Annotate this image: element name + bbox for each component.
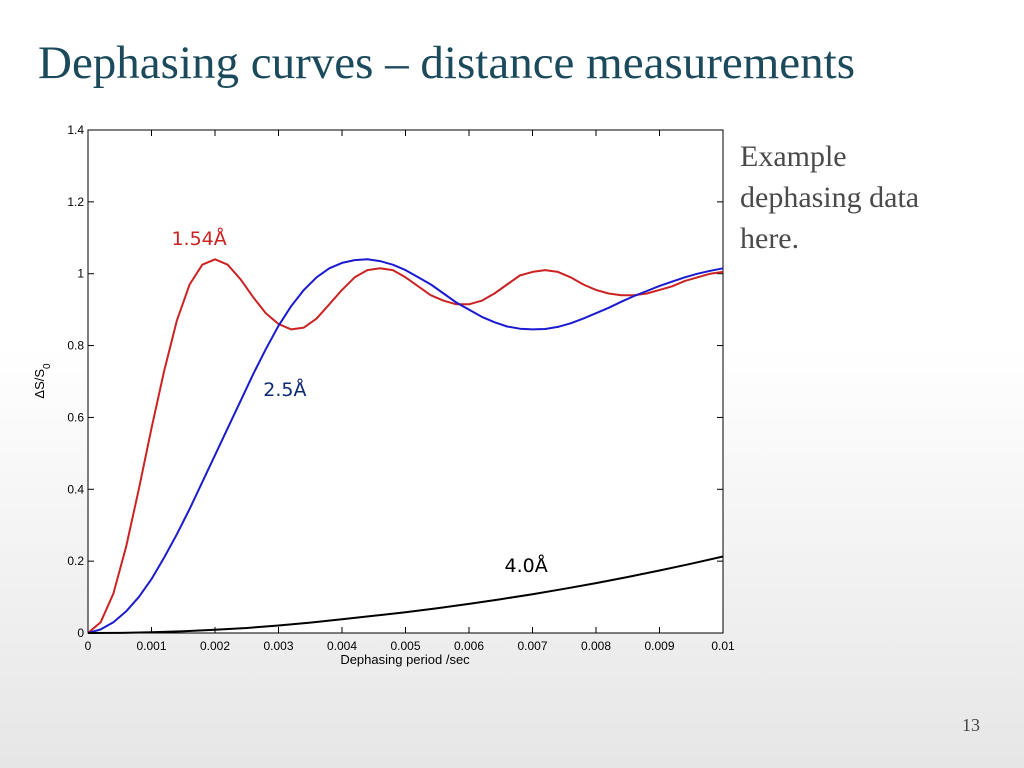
plot-area (87, 129, 724, 634)
y-axis-label-main: ΔS/S (32, 369, 47, 399)
x-tick-label: 0.003 (263, 639, 293, 653)
y-tick-label: 0.2 (67, 554, 84, 568)
page-number: 13 (962, 715, 980, 735)
x-tick-label: 0.006 (454, 639, 484, 653)
slide-title: Dephasing curves – distance measurements (38, 37, 856, 89)
y-tick-label: 0.4 (67, 482, 84, 496)
y-tick-label: 1.2 (67, 195, 84, 209)
x-tick-label: 0.001 (136, 639, 166, 653)
x-tick-label: 0.005 (390, 639, 420, 653)
y-tick-label: 1.4 (67, 123, 84, 137)
x-tick-label: 0 (85, 639, 92, 653)
side-note: Example dephasing data here. (740, 140, 920, 255)
x-tick-label: 0.009 (644, 639, 674, 653)
y-tick-label: 1 (77, 267, 84, 281)
x-tick-label: 0.008 (581, 639, 611, 653)
series-line-4-0 (87, 555, 724, 634)
y-tick-label: 0.8 (67, 339, 84, 353)
series-label-2-5: 2.5Å (263, 378, 306, 401)
series-line-1-54 (87, 258, 724, 634)
axis-ticks: 0 0.001 0.002 0.003 0.004 0.005 0.006 0.007 0.00… (67, 123, 735, 653)
y-axis-label-sub: 0 (42, 363, 53, 369)
y-axis-label: ΔS/S0 (32, 363, 53, 399)
y-tick-label: 0 (77, 626, 84, 640)
series-group (87, 258, 724, 634)
x-tick-label: 0.007 (517, 639, 547, 653)
series-labels: 1.54Å 2.5Å 4.0Å (171, 227, 547, 577)
y-tick-label: 0.6 (67, 410, 84, 424)
x-tick-label: 0.004 (327, 639, 357, 653)
series-label-1-54: 1.54Å (171, 227, 226, 250)
series-label-4-0: 4.0Å (505, 554, 548, 577)
series-line-2-5 (87, 258, 724, 634)
x-tick-label: 0.01 (711, 639, 735, 653)
x-tick-label: 0.002 (200, 639, 230, 653)
x-axis-label: Dephasing period /sec (340, 652, 470, 667)
